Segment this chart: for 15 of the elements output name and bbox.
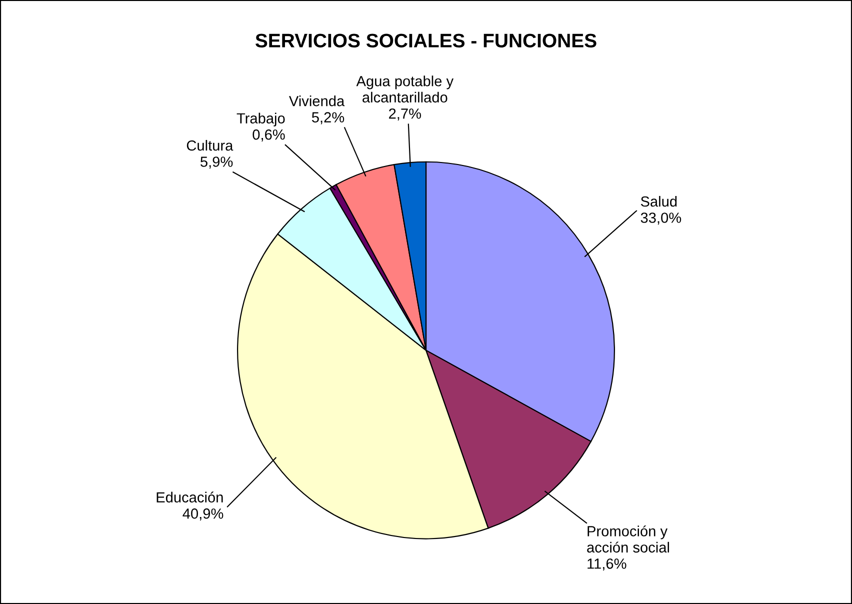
slice-label: Cultura [186,140,234,151]
data-label: 5,9% [200,156,233,169]
slice-label: Trabajo [236,112,285,126]
data-label: 33,0% [640,212,682,225]
data-label: 0,6% [252,129,285,142]
data-label: 2,7% [389,108,422,120]
chart-title: SERVICIOS SOCIALES - FUNCIONES [255,34,596,48]
slice-label: Vivienda [288,96,345,106]
slice-label: Educación [156,492,223,503]
data-label: 40,9% [182,508,224,520]
data-label: 5,2% [312,112,344,124]
slice-label: Promoción y acción social [587,525,670,553]
data-label: 11,6% [588,558,626,571]
slice-label: Salud [640,196,677,207]
slice-label: Agua potable y alcantarillado [356,76,454,103]
